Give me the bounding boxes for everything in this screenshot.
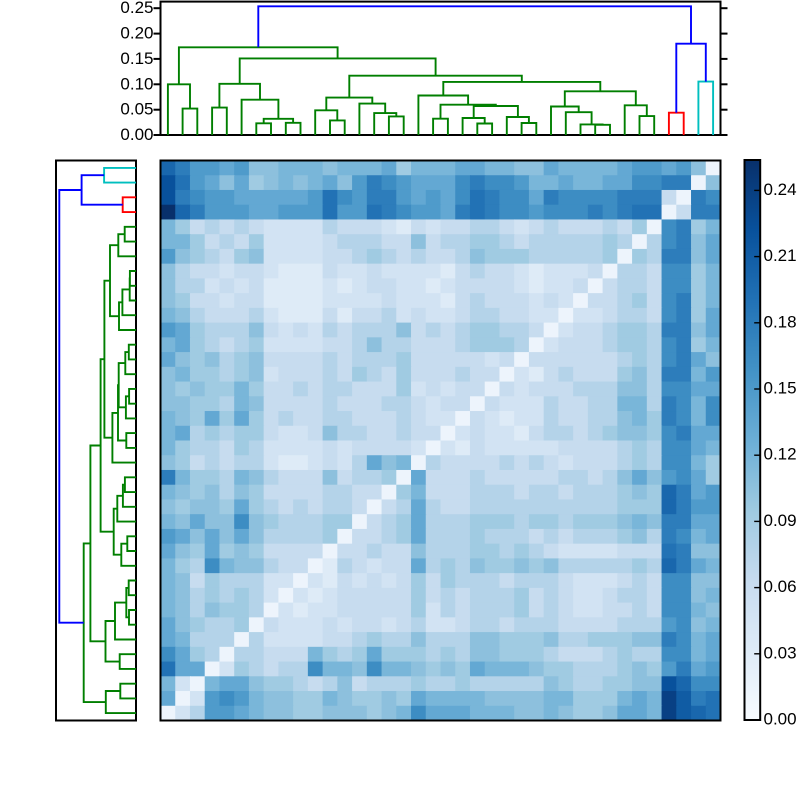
svg-text:0.12: 0.12 xyxy=(764,445,797,464)
svg-text:0.18: 0.18 xyxy=(764,312,797,331)
svg-text:0.06: 0.06 xyxy=(764,577,797,596)
svg-text:0.20: 0.20 xyxy=(120,24,153,43)
svg-text:0.15: 0.15 xyxy=(120,49,153,68)
svg-text:0.24: 0.24 xyxy=(764,180,797,199)
svg-text:0.09: 0.09 xyxy=(764,511,797,530)
svg-text:0.03: 0.03 xyxy=(764,643,797,662)
svg-text:0.00: 0.00 xyxy=(120,125,153,144)
svg-text:0.00: 0.00 xyxy=(764,710,797,729)
svg-text:0.25: 0.25 xyxy=(120,0,153,17)
svg-text:0.15: 0.15 xyxy=(764,379,797,398)
svg-text:0.10: 0.10 xyxy=(120,74,153,93)
svg-text:0.05: 0.05 xyxy=(120,100,153,119)
svg-text:0.21: 0.21 xyxy=(764,246,797,265)
